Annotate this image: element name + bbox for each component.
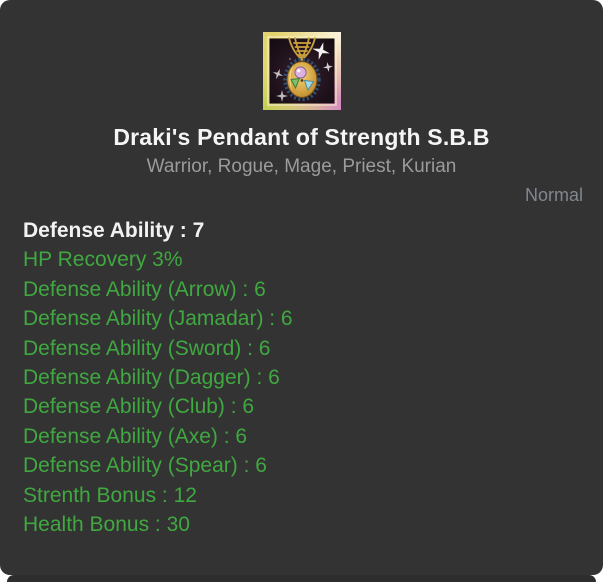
grade-label: Normal xyxy=(524,185,583,205)
stat-hp-recovery: HP Recovery 3% xyxy=(23,248,183,272)
next-card-edge xyxy=(7,575,596,582)
stat-defense-sword: Defense Ability (Sword) : 6 xyxy=(23,336,271,360)
stat-defense-spear: Defense Ability (Spear) : 6 xyxy=(23,454,267,478)
stat-defense-club: Defense Ability (Club) : 6 xyxy=(23,395,255,419)
pendant-icon xyxy=(262,32,341,110)
item-usable-classes: Warrior, Rogue, Mage, Priest, Kurian xyxy=(146,156,457,177)
stat-defense-dagger: Defense Ability (Dagger) : 6 xyxy=(23,366,280,390)
stat-strength-bonus: Strenth Bonus : 12 xyxy=(23,483,197,507)
stat-defense-arrow: Defense Ability (Arrow) : 6 xyxy=(23,277,266,301)
stats-list: Defense Ability : 7 HP Recovery 3% Defen… xyxy=(0,216,603,539)
stat-defense-axe: Defense Ability (Axe) : 6 xyxy=(23,424,248,448)
item-icon xyxy=(262,32,341,110)
stat-defense-ability: Defense Ability : 7 xyxy=(23,219,205,242)
stat-health-bonus: Health Bonus : 30 xyxy=(23,513,190,537)
item-name: Draki's Pendant of Strength S.B.B xyxy=(113,124,490,150)
stat-defense-jamadar: Defense Ability (Jamadar) : 6 xyxy=(23,307,293,331)
